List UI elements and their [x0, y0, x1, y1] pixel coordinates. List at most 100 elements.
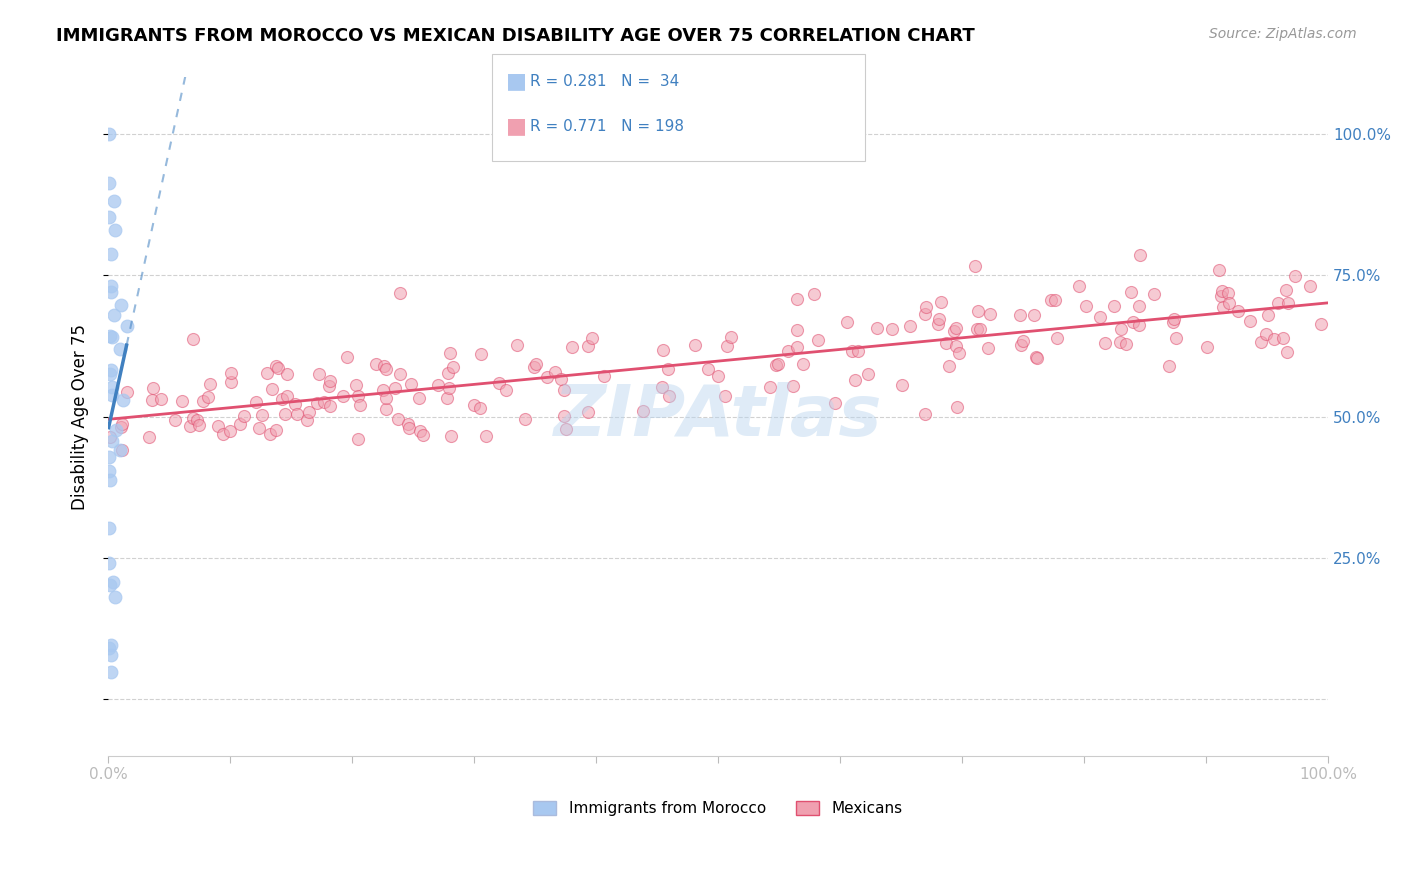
- Point: [1275, 284, 1298, 298]
- Point: [100, 665, 122, 680]
- Point: [314, 395, 336, 409]
- Point: [349, 398, 371, 412]
- Point: [1069, 279, 1091, 293]
- Point: [475, 429, 498, 443]
- Y-axis label: Disability Age Over 75: Disability Age Over 75: [72, 324, 89, 509]
- Point: [375, 401, 398, 416]
- Point: [948, 345, 970, 359]
- Point: [977, 341, 1000, 355]
- Point: [1008, 308, 1031, 322]
- Point: [1284, 268, 1306, 283]
- Point: [399, 377, 422, 392]
- Point: [97, 557, 120, 571]
- Point: [439, 346, 461, 360]
- Point: [298, 405, 321, 419]
- Point: [181, 411, 204, 425]
- Point: [786, 292, 808, 306]
- Point: [1074, 299, 1097, 313]
- Point: [142, 380, 165, 394]
- Point: [544, 365, 567, 379]
- Point: [97, 464, 120, 478]
- Point: [1310, 318, 1333, 332]
- Point: [786, 340, 808, 354]
- Point: [188, 418, 211, 433]
- Point: [1025, 350, 1047, 364]
- Point: [1299, 279, 1322, 293]
- Point: [593, 369, 616, 384]
- Point: [946, 400, 969, 414]
- Point: [1109, 334, 1132, 349]
- Text: R = 0.771   N = 198: R = 0.771 N = 198: [530, 119, 685, 134]
- Point: [1211, 285, 1233, 299]
- Point: [110, 298, 132, 312]
- Point: [506, 338, 529, 352]
- Point: [1211, 289, 1233, 303]
- Point: [408, 391, 430, 405]
- Point: [181, 332, 204, 346]
- Point: [581, 331, 603, 345]
- Point: [1208, 263, 1230, 277]
- Point: [375, 392, 398, 406]
- Point: [409, 424, 432, 438]
- Text: ■: ■: [506, 71, 527, 91]
- Point: [1277, 296, 1299, 310]
- Point: [247, 421, 270, 435]
- Point: [846, 344, 869, 359]
- Text: ■: ■: [506, 116, 527, 136]
- Point: [437, 381, 460, 395]
- Point: [935, 336, 957, 351]
- Point: [260, 382, 283, 396]
- Point: [550, 372, 572, 386]
- Point: [707, 368, 730, 383]
- Point: [250, 408, 273, 422]
- Point: [1195, 340, 1218, 354]
- Point: [364, 357, 387, 371]
- Point: [1094, 335, 1116, 350]
- Point: [373, 383, 395, 397]
- Point: [561, 340, 583, 354]
- Point: [720, 329, 742, 343]
- Point: [1256, 327, 1278, 342]
- Point: [1109, 322, 1132, 336]
- Point: [219, 424, 242, 438]
- Point: [658, 389, 681, 403]
- Point: [1212, 300, 1234, 314]
- Point: [232, 409, 254, 424]
- Point: [266, 423, 288, 437]
- Point: [807, 334, 830, 348]
- Point: [100, 279, 122, 293]
- Point: [276, 389, 298, 403]
- Point: [966, 321, 988, 335]
- Point: [835, 315, 858, 329]
- Point: [319, 399, 342, 413]
- Point: [207, 418, 229, 433]
- Point: [928, 312, 950, 326]
- Point: [100, 330, 122, 344]
- Point: [103, 574, 125, 589]
- Point: [98, 640, 121, 655]
- Point: [880, 322, 903, 336]
- Point: [765, 358, 787, 372]
- Point: [259, 427, 281, 442]
- Text: R = 0.281   N =  34: R = 0.281 N = 34: [530, 74, 679, 89]
- Point: [229, 417, 252, 431]
- Point: [266, 359, 288, 373]
- Point: [1157, 359, 1180, 373]
- Point: [945, 321, 967, 335]
- Point: [374, 362, 396, 376]
- Point: [284, 397, 307, 411]
- Point: [657, 361, 679, 376]
- Point: [398, 421, 420, 435]
- Point: [966, 304, 988, 318]
- Point: [1102, 299, 1125, 313]
- Point: [373, 359, 395, 373]
- Point: [163, 413, 186, 427]
- Point: [219, 375, 242, 389]
- Point: [212, 426, 235, 441]
- Point: [427, 377, 450, 392]
- Text: IMMIGRANTS FROM MOROCCO VS MEXICAN DISABILITY AGE OVER 75 CORRELATION CHART: IMMIGRANTS FROM MOROCCO VS MEXICAN DISAB…: [56, 27, 974, 45]
- Point: [108, 443, 131, 458]
- Point: [441, 360, 464, 375]
- Point: [100, 285, 122, 300]
- Point: [111, 443, 134, 458]
